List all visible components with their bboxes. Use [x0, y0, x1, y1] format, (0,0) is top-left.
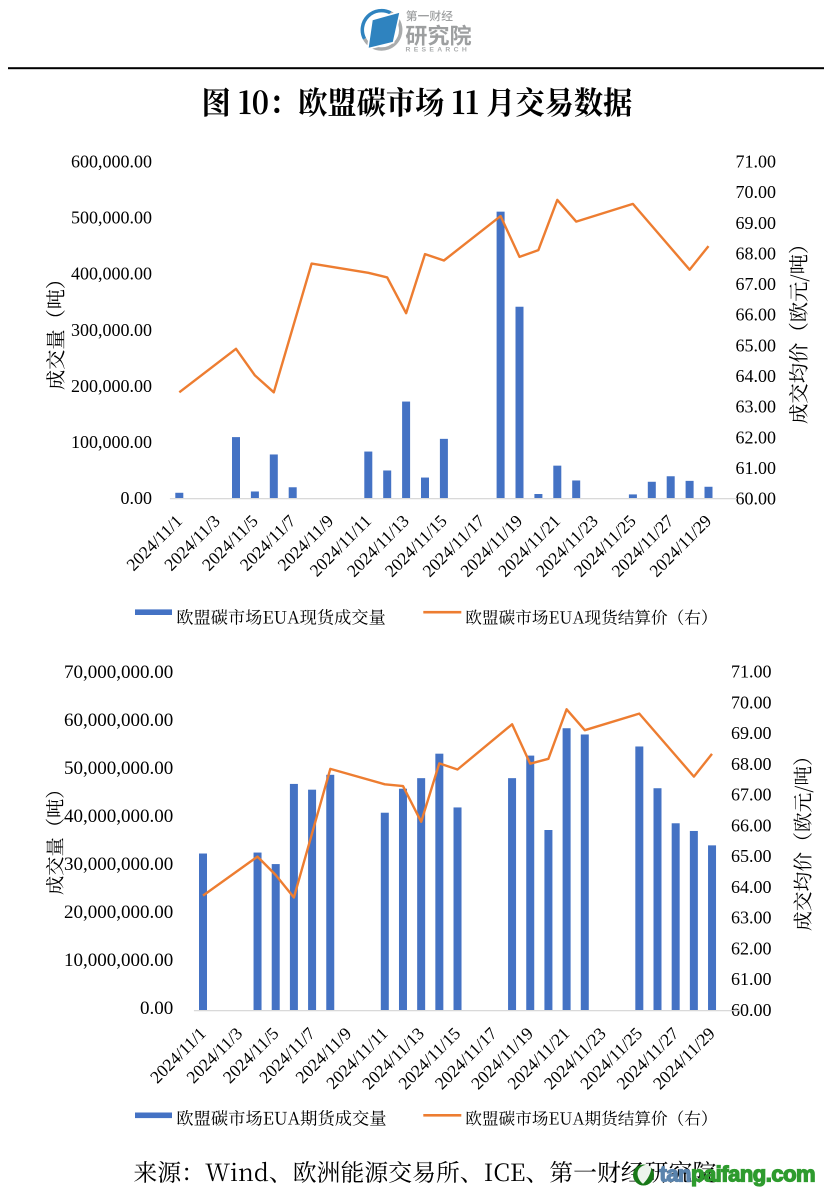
svg-text:30,000,000.00: 30,000,000.00 — [64, 854, 173, 875]
svg-text:0.00: 0.00 — [121, 488, 153, 508]
svg-text:200,000.00: 200,000.00 — [71, 376, 152, 396]
svg-text:66.00: 66.00 — [736, 305, 777, 325]
svg-text:20,000,000.00: 20,000,000.00 — [64, 902, 173, 923]
svg-text:61.00: 61.00 — [736, 458, 777, 478]
svg-text:71.00: 71.00 — [731, 662, 772, 682]
svg-text:0.00: 0.00 — [140, 998, 173, 1019]
svg-text:63.00: 63.00 — [731, 908, 772, 928]
svg-text:500,000.00: 500,000.00 — [71, 208, 152, 228]
svg-text:62.00: 62.00 — [736, 427, 777, 447]
svg-text:69.00: 69.00 — [736, 213, 777, 233]
svg-text:64.00: 64.00 — [736, 366, 777, 386]
svg-text:300,000.00: 300,000.00 — [71, 320, 152, 340]
svg-text:60.00: 60.00 — [736, 489, 777, 509]
svg-text:70.00: 70.00 — [736, 182, 777, 202]
svg-text:tanpaifang.com: tanpaifang.com — [660, 1162, 816, 1187]
svg-text:67.00: 67.00 — [731, 785, 772, 805]
svg-text:71.00: 71.00 — [736, 152, 777, 172]
svg-text:68.00: 68.00 — [736, 243, 777, 263]
svg-text:69.00: 69.00 — [731, 723, 772, 743]
svg-text:66.00: 66.00 — [731, 816, 772, 836]
svg-text:70,000,000.00: 70,000,000.00 — [64, 662, 173, 683]
svg-text:400,000.00: 400,000.00 — [71, 264, 152, 284]
svg-text:40,000,000.00: 40,000,000.00 — [64, 806, 173, 827]
svg-text:63.00: 63.00 — [736, 397, 777, 417]
svg-text:67.00: 67.00 — [736, 274, 777, 294]
svg-text:RESEARCH: RESEARCH — [406, 47, 471, 54]
svg-text:65.00: 65.00 — [731, 846, 772, 866]
svg-text:600,000.00: 600,000.00 — [71, 152, 152, 172]
svg-text:64.00: 64.00 — [731, 877, 772, 897]
svg-text:68.00: 68.00 — [731, 754, 772, 774]
svg-text:65.00: 65.00 — [736, 335, 777, 355]
svg-text:62.00: 62.00 — [731, 939, 772, 959]
svg-text:100,000.00: 100,000.00 — [71, 432, 152, 452]
svg-text:61.00: 61.00 — [731, 969, 772, 989]
svg-text:60.00: 60.00 — [731, 1000, 772, 1020]
svg-text:60,000,000.00: 60,000,000.00 — [64, 710, 173, 731]
svg-text:50,000,000.00: 50,000,000.00 — [64, 758, 173, 779]
svg-text:10,000,000.00: 10,000,000.00 — [64, 950, 173, 971]
svg-text:70.00: 70.00 — [731, 693, 772, 713]
